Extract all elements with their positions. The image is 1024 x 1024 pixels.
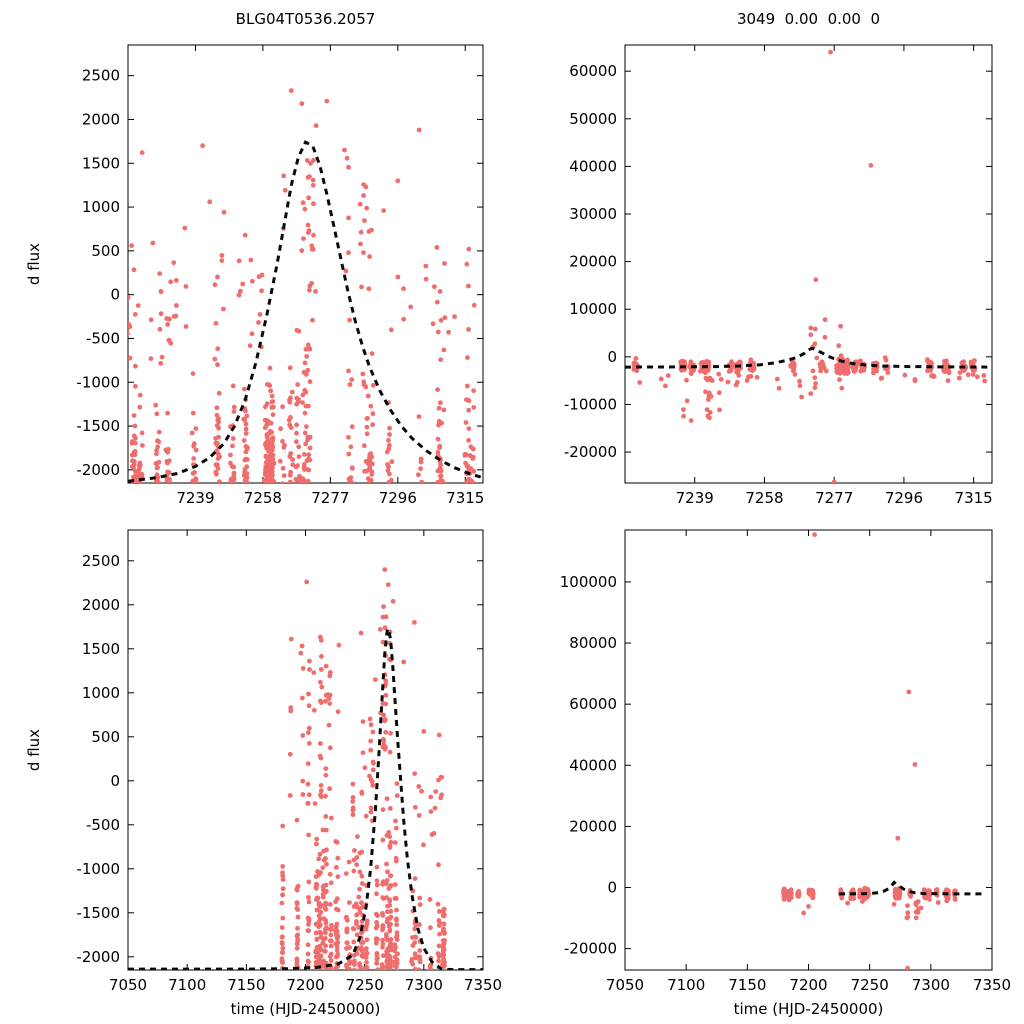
model-curve: [128, 623, 483, 970]
panel-bottom-left: d flux time (HJD-2450000) 7050 7100 7150 72…: [0, 512, 512, 1024]
y-tick-label: 10000: [569, 300, 617, 318]
y-tick-label: 1500: [82, 640, 120, 658]
axis-box: [624, 44, 993, 484]
y-tick-label: -20000: [564, 940, 617, 958]
x-tick-label: 7150: [227, 976, 265, 994]
y-tick-label: 60000: [569, 62, 617, 80]
plot-canvas-top-left: 7239 7258 7277 7296 7315 -2000 -1500 -1000 -500 0…: [76, 44, 484, 507]
axis-box: [127, 44, 484, 484]
x-tick-label: 7296: [379, 489, 417, 507]
axis-ticks: 7239 7258 7277 7296 7315 -2000 -1500 -1000 -500 0…: [76, 45, 484, 507]
plot-title: 3049 0.00 0.00 0: [736, 10, 881, 28]
y-tick-label: -1500: [76, 417, 120, 435]
y-tick-label: -1000: [76, 373, 120, 391]
x-tick-label: 7239: [176, 489, 214, 507]
panel-top-left: BLG04T0536.2057 d flux 7239 7258 7277 7296 7…: [0, 0, 512, 512]
y-tick-label: 0: [607, 348, 617, 366]
y-tick-label: 50000: [569, 110, 617, 128]
y-tick-label: 30000: [569, 205, 617, 223]
x-tick-label: 7050: [109, 976, 147, 994]
y-tick-label: 2500: [82, 552, 120, 570]
y-tick-label: 20000: [569, 253, 617, 271]
y-tick-label: 40000: [569, 157, 617, 175]
x-axis-label: time (HJD-2450000): [230, 1000, 381, 1018]
x-tick-label: 7350: [464, 976, 502, 994]
panel-top-right: 3049 0.00 0.00 0 7239 7258 7277 7296 7315 -20…: [512, 0, 1024, 512]
y-tick-label: 1500: [82, 154, 120, 172]
plot-canvas-top-right: 7239 7258 7277 7296 7315 -20000 -10000 0 10000 20…: [564, 44, 993, 507]
x-tick-label: 7350: [973, 976, 1011, 994]
x-tick-label: 7200: [789, 976, 827, 994]
y-tick-label: -500: [86, 329, 120, 347]
scatter-points: [279, 567, 447, 970]
y-tick-label: -500: [86, 816, 120, 834]
x-tick-label: 7100: [168, 976, 206, 994]
y-tick-label: 1000: [82, 684, 120, 702]
y-tick-label: 0: [110, 286, 120, 304]
y-tick-label: 60000: [569, 695, 617, 713]
x-tick-label: 7258: [745, 489, 783, 507]
axis-ticks: 7050 7100 7150 7200 7250 7300 7350 -2000 -1500 -1…: [76, 530, 502, 994]
x-axis-label: time (HJD-2450000): [733, 1000, 884, 1018]
y-tick-label: -10000: [564, 395, 617, 413]
scatter-points: [631, 49, 988, 483]
x-tick-label: 7277: [815, 489, 853, 507]
y-tick-label: 2500: [82, 67, 120, 85]
x-tick-label: 7300: [405, 976, 443, 994]
y-tick-label: -2000: [76, 461, 120, 479]
scatter-points: [781, 532, 958, 970]
y-tick-label: -20000: [564, 443, 617, 461]
x-tick-label: 7239: [676, 489, 714, 507]
model-curve: [625, 346, 992, 369]
x-tick-label: 7150: [728, 976, 766, 994]
x-tick-label: 7258: [244, 489, 282, 507]
plot-title: BLG04T0536.2057: [235, 10, 376, 28]
x-tick-label: 7300: [912, 976, 950, 994]
x-tick-label: 7100: [667, 976, 705, 994]
x-tick-label: 7315: [955, 489, 993, 507]
x-tick-label: 7050: [606, 976, 644, 994]
y-tick-label: 40000: [569, 756, 617, 774]
y-tick-label: 2000: [82, 596, 120, 614]
scatter-points: [128, 88, 477, 483]
x-tick-label: 7250: [346, 976, 384, 994]
y-tick-label: -2000: [76, 948, 120, 966]
model-curve: [839, 880, 986, 896]
x-tick-label: 7250: [851, 976, 889, 994]
y-tick-label: 1000: [82, 198, 120, 216]
y-tick-label: -1000: [76, 860, 120, 878]
plot-canvas-bottom-left: 7050 7100 7150 7200 7250 7300 7350 -2000 -1500 -1…: [76, 529, 502, 994]
panel-bottom-right: time (HJD-2450000) 7050 7100 7150 7200 7250 7…: [512, 512, 1024, 1024]
axis-ticks: 7050 7100 7150 7200 7250 7300 7350 -20000 0 20000…: [560, 530, 1011, 994]
y-tick-label: -1500: [76, 904, 120, 922]
plot-canvas-bottom-right: 7050 7100 7150 7200 7250 7300 7350 -20000 0 20000…: [560, 529, 1011, 994]
y-tick-label: 500: [91, 242, 120, 260]
y-tick-label: 100000: [560, 573, 617, 591]
x-tick-label: 7315: [446, 489, 484, 507]
y-tick-label: 0: [607, 879, 617, 897]
x-tick-label: 7277: [311, 489, 349, 507]
y-tick-label: 80000: [569, 634, 617, 652]
y-tick-label: 20000: [569, 817, 617, 835]
x-tick-label: 7200: [286, 976, 324, 994]
model-curve: [128, 140, 483, 483]
y-tick-label: 0: [110, 772, 120, 790]
axis-ticks: 7239 7258 7277 7296 7315 -20000 -10000 0 10000 20…: [564, 45, 993, 507]
axis-box: [127, 529, 484, 971]
y-tick-label: 2000: [82, 110, 120, 128]
x-tick-label: 7296: [885, 489, 923, 507]
y-tick-label: 500: [91, 728, 120, 746]
